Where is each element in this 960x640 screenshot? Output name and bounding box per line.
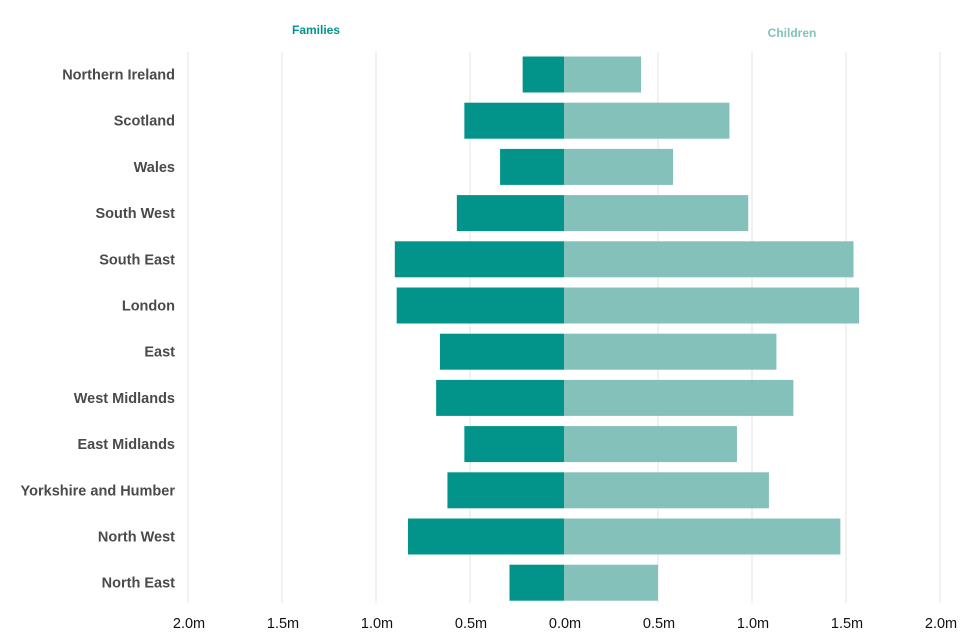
bar-children [564, 241, 854, 277]
bar-families [509, 565, 564, 601]
bar-families [464, 426, 564, 462]
x-tick-label: 1.0m [737, 616, 769, 632]
x-tick-label: 1.0m [361, 616, 393, 632]
series-label-children: Children [768, 26, 817, 40]
x-tick-label: 1.5m [267, 616, 299, 632]
category-label: Yorkshire and Humber [21, 483, 176, 499]
x-tick-label: 0.0m [549, 616, 581, 632]
category-label: London [122, 299, 175, 315]
x-axis-ticks: 2.0m 1.5m 1.0m 0.5m 0.0m 0.5m 1.0m 1.5m 2.0m [173, 616, 957, 632]
bar-children [564, 472, 769, 508]
category-label: South West [96, 206, 176, 222]
bar-families [457, 195, 564, 231]
category-label: West Midlands [74, 391, 175, 407]
bar-families [436, 380, 564, 416]
bar-children [564, 149, 673, 185]
category-label: North East [102, 576, 175, 592]
x-tick-label: 0.5m [455, 616, 487, 632]
category-label: Wales [134, 160, 175, 176]
category-label: South East [99, 252, 175, 268]
bar-children [564, 334, 776, 370]
bar-children [564, 195, 748, 231]
bar-families [523, 57, 564, 93]
bar-children [564, 565, 658, 601]
x-tick-label: 2.0m [925, 616, 957, 632]
bar-families [464, 103, 564, 139]
category-label: North West [98, 530, 175, 546]
bar-families [395, 241, 564, 277]
bar-children [564, 57, 641, 93]
bar-children [564, 380, 793, 416]
bar-families [408, 519, 564, 555]
x-tick-label: 1.5m [831, 616, 863, 632]
bar-families [440, 334, 564, 370]
x-tick-label: 2.0m [173, 616, 205, 632]
category-label: Scotland [114, 114, 175, 130]
bar-children [564, 426, 737, 462]
bar-children [564, 103, 729, 139]
category-label: East Midlands [78, 437, 176, 453]
category-label: East [144, 345, 175, 361]
category-labels: Northern Ireland Scotland Wales South West S… [21, 68, 176, 592]
x-tick-label: 0.5m [643, 616, 675, 632]
category-label: Northern Ireland [62, 68, 175, 84]
bar-children [564, 288, 859, 324]
bar-families [500, 149, 564, 185]
bar-children [564, 519, 840, 555]
bar-families [397, 288, 564, 324]
bars [395, 57, 859, 601]
series-label-families: Families [292, 23, 340, 37]
bar-families [447, 472, 564, 508]
